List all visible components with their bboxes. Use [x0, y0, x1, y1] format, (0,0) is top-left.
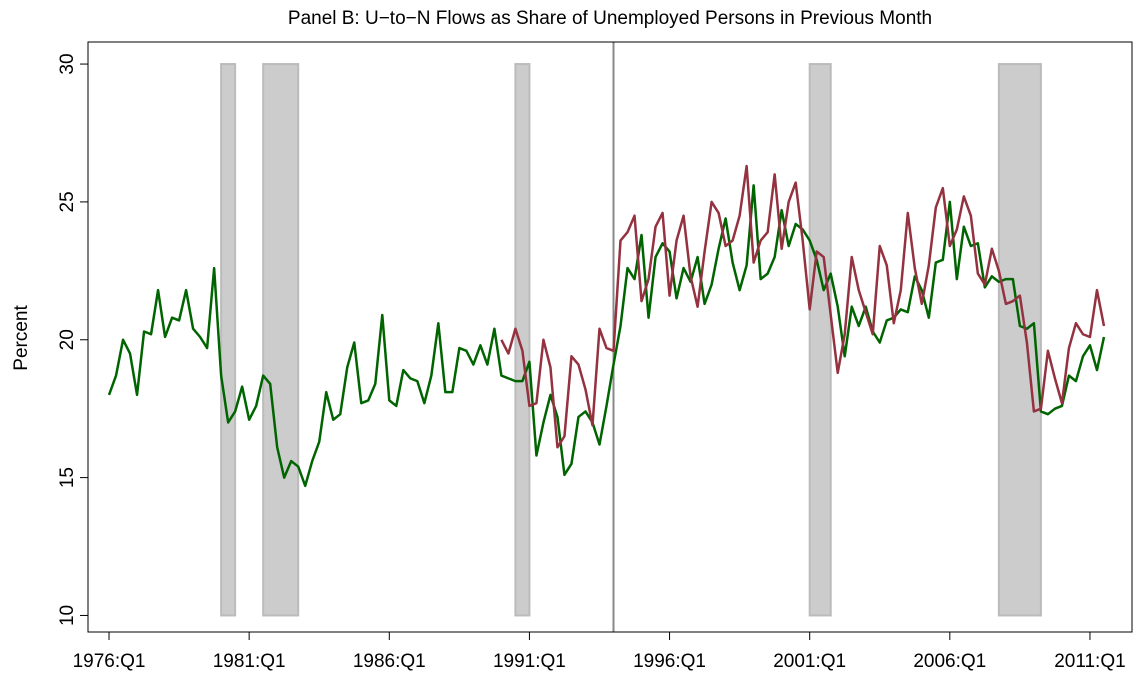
- x-tick-label: 2001:Q1: [773, 651, 846, 672]
- shaded-period: [514, 63, 531, 617]
- x-tick-label: 1991:Q1: [493, 651, 566, 672]
- x-tick-label: 1986:Q1: [353, 651, 426, 672]
- shaded-period: [997, 63, 1042, 617]
- x-tick-label: 1981:Q1: [213, 651, 286, 672]
- x-tick-label: 2006:Q1: [913, 651, 986, 672]
- y-tick-label: 15: [57, 467, 78, 488]
- shaded-period: [262, 63, 300, 617]
- y-tick-label: 20: [57, 329, 78, 350]
- y-tick-label: 30: [57, 53, 78, 74]
- y-tick-label: 10: [57, 605, 78, 626]
- plot-frame: [87, 41, 1133, 633]
- y-axis-label: Percent: [11, 305, 32, 371]
- series-line: [500, 164, 1106, 449]
- shaded-period: [220, 63, 237, 617]
- y-tick-label: 25: [57, 191, 78, 212]
- x-tick-label: 1996:Q1: [633, 651, 706, 672]
- series-line: [107, 184, 1106, 488]
- shaded-period: [808, 63, 832, 617]
- x-tick-label: 1976:Q1: [73, 651, 146, 672]
- x-tick-label: 2011:Q1: [1054, 651, 1125, 672]
- chart-title: Panel B: U−to−N Flows as Share of Unempl…: [288, 8, 932, 29]
